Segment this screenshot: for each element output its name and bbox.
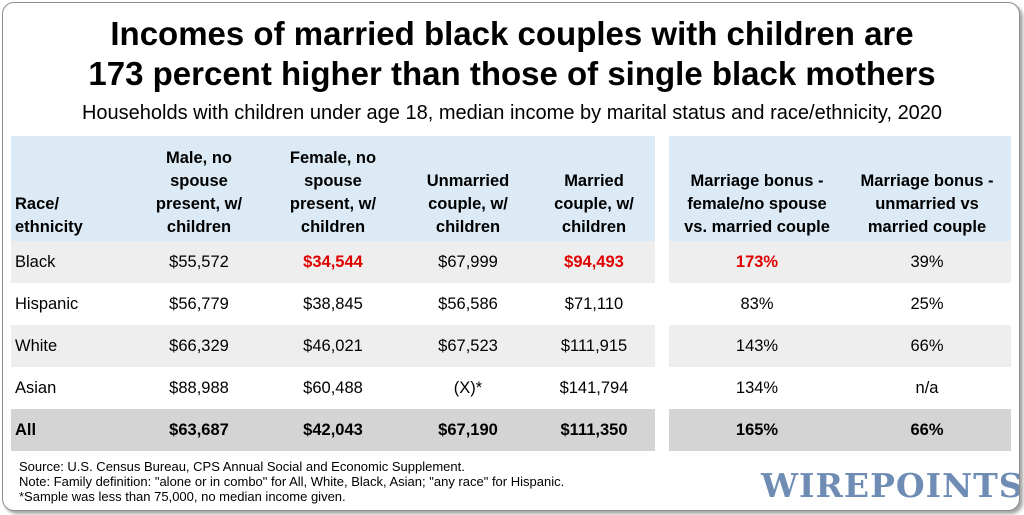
table-cell: 66%: [910, 420, 944, 439]
table-cell: 165%: [735, 420, 779, 439]
table-cell: $34,544: [303, 252, 363, 271]
table-cell: $141,794: [559, 378, 629, 397]
table-row-background: [11, 241, 655, 283]
table-cell: $56,586: [438, 294, 498, 313]
chart-subtitle: Households with children under age 18, m…: [81, 102, 943, 124]
table-cell: $55,572: [169, 252, 229, 271]
chart-title-line-2: 173 percent higher than those of single …: [88, 55, 936, 92]
column-header-text: Female, no spouse present, w/children: [289, 149, 377, 236]
row-label: All: [15, 420, 37, 439]
table-row-background: [669, 283, 1011, 325]
table-cell: $66,329: [169, 336, 229, 355]
table-row-background: [11, 325, 655, 367]
table-cell: $67,190: [438, 420, 498, 439]
column-header-text: Marriage bonus - female/no spouse vs. marr…: [684, 172, 830, 236]
table-cell: $88,988: [169, 378, 229, 397]
column-header-0: Race/ethnicity: [15, 143, 133, 239]
footnote-note: Note: Family definition: "alone or in co…: [19, 474, 565, 489]
table-cell: (X)*: [453, 378, 483, 397]
row-label: Black: [15, 252, 56, 271]
footnote-sample: *Sample was less than 75,000, no median …: [19, 489, 346, 504]
column-header-5: Marriage bonus - female/no spouse vs. marr…: [671, 143, 843, 239]
table-cell: $94,493: [564, 252, 624, 271]
table-cell: $67,999: [438, 252, 498, 271]
table-cell: $63,687: [169, 420, 229, 439]
column-header-text: Male, no spouse present, w/children: [155, 149, 243, 236]
column-header-3: Unmarried couple, w/children: [401, 143, 535, 239]
table-row-background: [11, 283, 655, 325]
row-label: Hispanic: [15, 294, 79, 313]
row-label: Asian: [15, 378, 57, 397]
table-row-background: [669, 325, 1011, 367]
chart-title-line-1: Incomes of married black couples with ch…: [110, 15, 914, 52]
table-cell: $38,845: [303, 294, 363, 313]
table-cell: 83%: [740, 294, 774, 313]
footnote-source: Source: U.S. Census Bureau, CPS Annual S…: [19, 459, 465, 474]
table-row-background: [11, 367, 655, 409]
table-cell: $60,488: [303, 378, 363, 397]
table-cell: 66%: [910, 336, 944, 355]
column-header-6: Marriage bonus - unmarried vs married coup…: [845, 143, 1009, 239]
table-cell: $42,043: [303, 420, 363, 439]
header-background-left: [11, 136, 655, 241]
table-cell: $46,021: [303, 336, 363, 355]
table-cell: 25%: [910, 294, 944, 313]
table-row-background: [669, 409, 1011, 451]
column-header-text: Race/ethnicity: [15, 195, 83, 236]
table-cell: $111,350: [560, 420, 628, 439]
column-header-text: Unmarried couple, w/children: [426, 172, 510, 236]
column-header-text: Married couple, w/children: [554, 172, 634, 236]
header-background-right: [669, 136, 1011, 241]
table-cell: $111,915: [560, 336, 628, 355]
row-label: White: [15, 336, 58, 355]
column-header-1: Male, no spouse present, w/children: [133, 143, 265, 239]
wirepoints-logo: WIREPOINTS: [761, 466, 1020, 505]
table-cell: n/a: [915, 378, 939, 397]
table-cell: 39%: [910, 252, 944, 271]
table-row-background: [669, 367, 1011, 409]
footnotes: Source: U.S. Census Bureau, CPS Annual S…: [19, 459, 564, 504]
column-header-text: Marriage bonus - unmarried vs married coup…: [860, 172, 994, 236]
table-cell: 143%: [735, 336, 779, 355]
table-cell: 134%: [735, 378, 779, 397]
column-header-4: Married couple, w/children: [535, 143, 653, 239]
table-cell: 173%: [735, 252, 779, 271]
table-row-background: [669, 241, 1011, 283]
table-cell: $56,779: [169, 294, 229, 313]
table-cell: $71,110: [564, 294, 624, 313]
table-row-background: [11, 409, 655, 451]
column-header-2: Female, no spouse present, w/children: [265, 143, 401, 239]
table-cell: $67,523: [438, 336, 498, 355]
